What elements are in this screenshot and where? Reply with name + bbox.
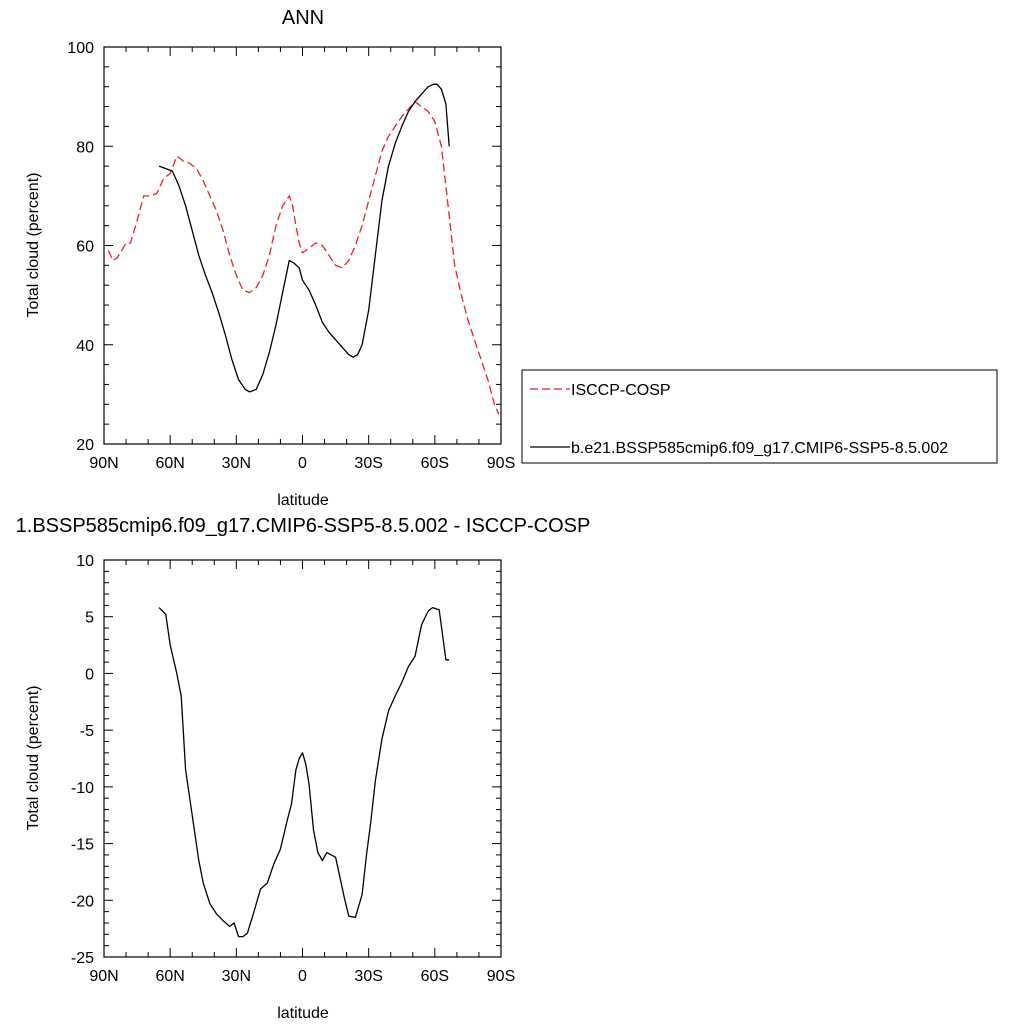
x-tick-label: 0 <box>298 455 307 472</box>
y-tick-label: 0 <box>85 666 94 683</box>
x-tick-label: 60S <box>421 455 449 472</box>
x-axis-label: latitude <box>277 1005 329 1022</box>
x-tick-label: 30S <box>354 968 382 985</box>
x-tick-label: 30N <box>222 968 251 985</box>
y-tick-label: 40 <box>76 338 94 355</box>
x-tick-label: 60S <box>421 968 449 985</box>
series-group <box>158 606 450 938</box>
series-line-isccp-cosp <box>107 100 500 415</box>
legend-label-isccp: ISCCP-COSP <box>571 382 671 399</box>
y-tick-label: -10 <box>71 780 94 797</box>
chart-total-cloud: ANN 90N 60N 30N 0 30S 60S 90S 20 40 60 80 100 latit… <box>25 7 998 509</box>
x-tick-label: 90S <box>487 455 515 472</box>
axis-ticks: 90N 60N 30N 0 30S 60S 90S -25 -20 -15 -10 -5 0 5 10 <box>71 553 515 985</box>
y-tick-label: 5 <box>85 610 94 627</box>
x-axis-label: latitude <box>277 492 329 509</box>
chart-title: ANN <box>282 7 324 29</box>
x-tick-label: 60N <box>155 968 184 985</box>
legend-label-model: b.e21.BSSP585cmip6.f09_g17.CMIP6-SSP5-8.… <box>571 440 948 457</box>
plot-frame <box>103 559 502 958</box>
x-tick-label: 30N <box>222 455 251 472</box>
axis-ticks: 90N 60N 30N 0 30S 60S 90S 20 40 60 80 100 <box>67 40 515 472</box>
y-tick-label: 20 <box>76 437 94 454</box>
y-axis-label: Total cloud (percent) <box>25 686 42 831</box>
x-tick-label: 90S <box>487 968 515 985</box>
y-tick-label: 60 <box>76 239 94 256</box>
y-tick-label: -15 <box>71 837 94 854</box>
y-tick-label: -20 <box>71 893 94 910</box>
x-tick-label: 60N <box>155 455 184 472</box>
y-tick-label: 10 <box>76 553 94 570</box>
x-tick-label: 90N <box>89 455 118 472</box>
y-tick-label: -25 <box>71 950 94 967</box>
x-tick-label: 30S <box>354 455 382 472</box>
legend-box <box>521 369 998 464</box>
y-tick-label: 100 <box>67 40 94 57</box>
legend: ISCCP-COSP b.e21.BSSP585cmip6.f09_g17.CM… <box>521 369 998 464</box>
x-tick-label: 90N <box>89 968 118 985</box>
y-tick-label: -5 <box>80 723 94 740</box>
chart-title: 1.BSSP585cmip6.f09_g17.CMIP6-SSP5-8.5.00… <box>16 515 591 537</box>
chart-total-cloud-difference: 1.BSSP585cmip6.f09_g17.CMIP6-SSP5-8.5.00… <box>16 515 591 1022</box>
y-axis-label: Total cloud (percent) <box>25 173 42 318</box>
plot-frame <box>103 46 502 445</box>
series-group <box>107 83 500 415</box>
series-line-model <box>158 83 450 393</box>
y-tick-label: 80 <box>76 139 94 156</box>
x-tick-label: 0 <box>298 968 307 985</box>
series-line-difference <box>158 606 450 938</box>
